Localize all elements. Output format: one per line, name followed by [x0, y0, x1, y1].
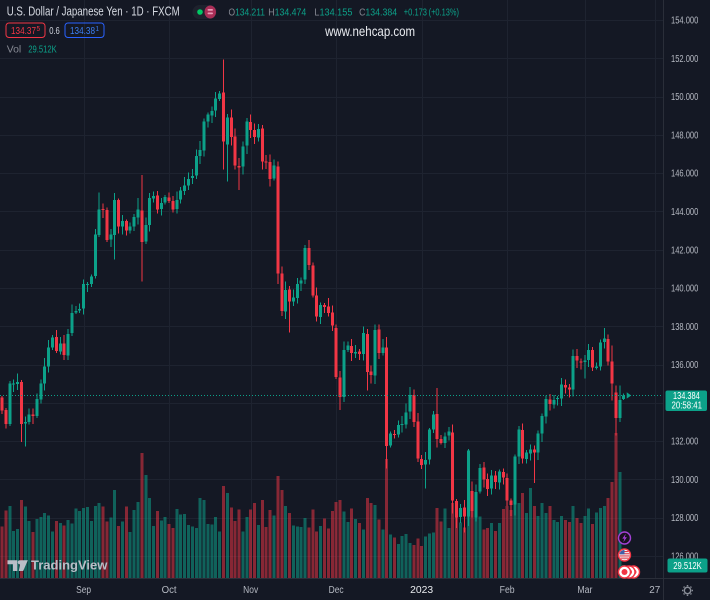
svg-text:130.000: 130.000	[671, 475, 699, 486]
svg-text:Dec: Dec	[329, 585, 344, 596]
svg-text:Oct: Oct	[162, 585, 177, 596]
svg-text:140.000: 140.000	[671, 284, 699, 295]
svg-text:150.000: 150.000	[671, 92, 699, 103]
svg-text:Sep: Sep	[76, 585, 91, 596]
svg-text:Nov: Nov	[243, 585, 258, 596]
svg-text:29.512K: 29.512K	[28, 44, 57, 56]
svg-text:1: 1	[96, 24, 100, 33]
svg-text:2023: 2023	[410, 585, 433, 596]
svg-text:134.38: 134.38	[70, 26, 95, 37]
svg-text:20:58:41: 20:58:41	[672, 400, 703, 411]
svg-text:132.000: 132.000	[671, 437, 699, 448]
svg-text:152.000: 152.000	[671, 54, 699, 65]
svg-text:154.000: 154.000	[671, 16, 699, 27]
svg-text:148.000: 148.000	[671, 130, 699, 141]
svg-text:136.000: 136.000	[671, 360, 699, 371]
svg-text:134.384: 134.384	[673, 391, 700, 402]
svg-text:(+0.13%): (+0.13%)	[429, 7, 459, 18]
svg-text:www.nehcap.com: www.nehcap.com	[324, 23, 415, 39]
svg-text:U.S. Dollar / Japanese Yen · 1: U.S. Dollar / Japanese Yen · 1D · FXCM	[7, 4, 180, 19]
svg-text:H134.474: H134.474	[268, 7, 306, 18]
svg-text:C134.384: C134.384	[359, 7, 397, 18]
svg-text:128.000: 128.000	[671, 513, 699, 524]
svg-text:O134.211: O134.211	[229, 7, 266, 18]
svg-text:TradingView: TradingView	[31, 558, 108, 573]
svg-text:0.6: 0.6	[49, 26, 60, 37]
svg-text:134.37: 134.37	[11, 26, 36, 37]
svg-text:Vol: Vol	[7, 44, 22, 56]
svg-text:138.000: 138.000	[671, 322, 699, 333]
svg-text:+0.173: +0.173	[404, 7, 428, 18]
svg-text:Feb: Feb	[500, 585, 515, 596]
svg-text:Mar: Mar	[577, 585, 593, 596]
svg-text:144.000: 144.000	[671, 207, 699, 218]
svg-text:27: 27	[649, 585, 660, 596]
svg-text:146.000: 146.000	[671, 169, 699, 180]
svg-text:29.512K: 29.512K	[673, 561, 702, 572]
svg-text:5: 5	[37, 24, 41, 33]
svg-text:L134.155: L134.155	[314, 7, 352, 18]
svg-text:142.000: 142.000	[671, 245, 699, 256]
svg-text:126.000: 126.000	[671, 552, 699, 563]
